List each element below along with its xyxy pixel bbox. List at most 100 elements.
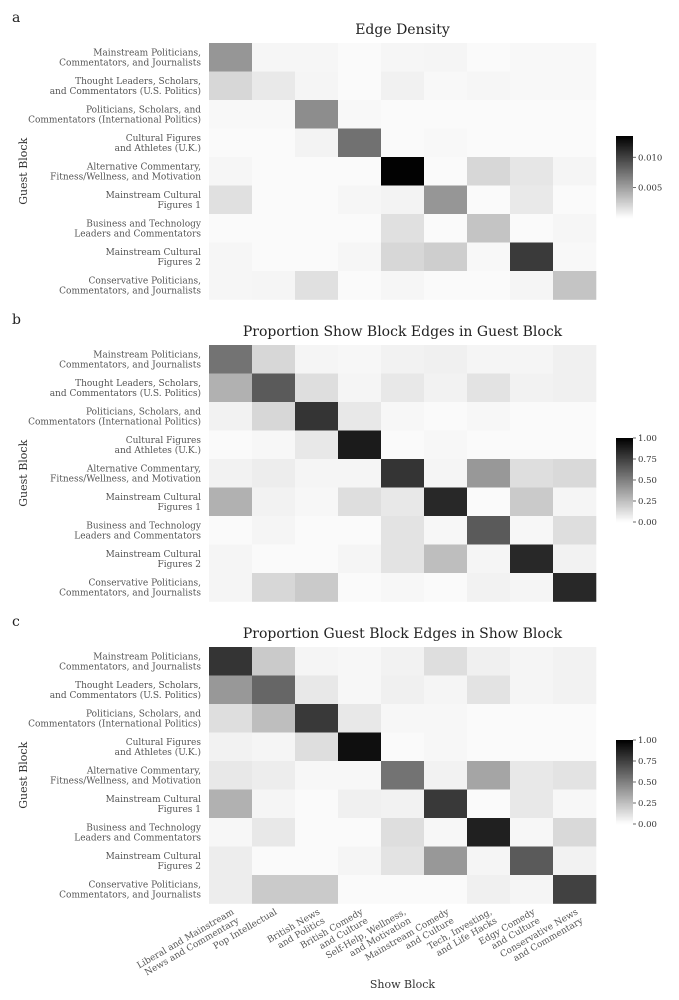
colorbar-step <box>616 491 633 494</box>
heatmap-cell <box>553 732 597 762</box>
colorbar-step <box>616 787 633 790</box>
heatmap-cell <box>381 459 425 488</box>
heatmap-cell <box>467 345 511 374</box>
heatmap-cell <box>252 675 296 705</box>
heatmap-cell <box>553 43 597 72</box>
colorbar-step <box>616 178 633 181</box>
heatmap-cell <box>338 846 382 876</box>
heatmap-cell <box>209 128 253 158</box>
colorbar-step <box>616 464 633 467</box>
heatmap-cell <box>295 185 339 215</box>
colorbar-step <box>616 512 633 515</box>
heatmap-cell <box>381 846 425 876</box>
heatmap-cell <box>467 214 511 243</box>
heatmap-cell <box>338 544 382 574</box>
colorbar-step <box>616 519 633 522</box>
colorbar-step <box>616 475 633 478</box>
heatmap-cell <box>295 875 339 904</box>
heatmap-cell <box>295 516 339 545</box>
heatmap-cell <box>252 157 296 186</box>
colorbar-step <box>616 499 633 502</box>
colorbar-step <box>616 482 633 485</box>
heatmap-cell <box>209 345 253 374</box>
heatmap-cell <box>252 185 296 215</box>
heatmap-cell <box>252 100 296 129</box>
heatmap-cell <box>295 100 339 129</box>
colorbar-step <box>616 146 633 149</box>
y-axis-title: Guest Block <box>17 741 30 808</box>
colorbar-step <box>616 473 633 475</box>
heatmap-cell <box>295 402 339 431</box>
colorbar-step <box>616 775 633 777</box>
colorbar-step <box>616 149 633 152</box>
colorbar-step <box>616 817 633 819</box>
heatmap-cell <box>553 846 597 876</box>
heatmap-cell <box>510 100 554 129</box>
colorbar-step <box>616 755 633 758</box>
heatmap-cell <box>510 345 554 374</box>
heatmap-cell <box>424 402 468 431</box>
heatmap-cell <box>338 242 382 272</box>
heatmap-cell <box>209 430 253 460</box>
colorbar-step <box>616 496 633 499</box>
colorbar-step <box>616 800 633 803</box>
heatmap-cell <box>295 544 339 574</box>
row-label: Thought Leaders, Scholars, and Commentato… <box>50 681 201 701</box>
colorbar-step <box>616 808 633 811</box>
heatmap-cell <box>295 373 339 403</box>
heatmap-cell <box>252 430 296 460</box>
row-label: Alternative Commentary, Fitness/Wellness,… <box>50 766 201 786</box>
heatmap-cell <box>381 875 425 904</box>
colorbar-step <box>616 772 633 775</box>
heatmap-cell <box>510 71 554 101</box>
panel-letter: a <box>12 10 20 26</box>
heatmap-cell <box>510 402 554 431</box>
heatmap-cell <box>424 675 468 705</box>
colorbar-step <box>616 205 633 208</box>
colorbar-step <box>616 786 633 789</box>
row-label: Business and Technology Leaders and Comme… <box>74 219 202 239</box>
heatmap-cell <box>338 459 382 488</box>
colorbar-step <box>616 752 633 755</box>
colorbar-step <box>616 501 633 503</box>
colorbar-step <box>616 801 633 804</box>
row-label: Politicians, Scholars, and Commentators (… <box>28 407 201 427</box>
heatmap-cell <box>467 430 511 460</box>
heatmap-cell <box>295 271 339 300</box>
colorbar-step <box>616 819 633 822</box>
colorbar-step <box>616 157 633 160</box>
heatmap-cell <box>338 516 382 545</box>
colorbar-step <box>616 186 633 189</box>
heatmap-cell <box>510 373 554 403</box>
heatmap-cell <box>424 43 468 72</box>
row-label: Cultural Figures and Athletes (U.K.) <box>115 134 202 154</box>
colorbar-step <box>616 480 633 482</box>
colorbar-step <box>616 177 633 179</box>
colorbar-step <box>616 189 633 192</box>
heatmap-cell <box>424 214 468 243</box>
heatmap-cell <box>252 704 296 733</box>
colorbar-step <box>616 791 633 794</box>
colorbar-step <box>616 179 633 182</box>
heatmap-cell <box>510 430 554 460</box>
heatmap-cell <box>252 128 296 158</box>
heatmap-cell <box>381 818 425 847</box>
colorbar-step <box>616 138 633 141</box>
heatmap-cell <box>209 544 253 574</box>
colorbar-step <box>616 457 633 460</box>
colorbar-step <box>616 137 633 140</box>
colorbar-tick-label: 0.50 <box>638 476 657 486</box>
colorbar-step <box>616 447 633 450</box>
heatmap-cell <box>209 271 253 300</box>
heatmap-cell <box>467 242 511 272</box>
heatmap-cell <box>467 100 511 129</box>
heatmap-cell <box>467 402 511 431</box>
heatmap-cell <box>510 647 554 676</box>
colorbar-step <box>616 814 633 817</box>
heatmap-cell <box>295 487 339 517</box>
colorbar-step <box>616 508 633 510</box>
row-label: Conservative Politicians, Commentators, a… <box>59 276 201 296</box>
heatmap-cell <box>424 242 468 272</box>
heatmap-cell <box>209 402 253 431</box>
colorbar-step <box>616 168 633 171</box>
